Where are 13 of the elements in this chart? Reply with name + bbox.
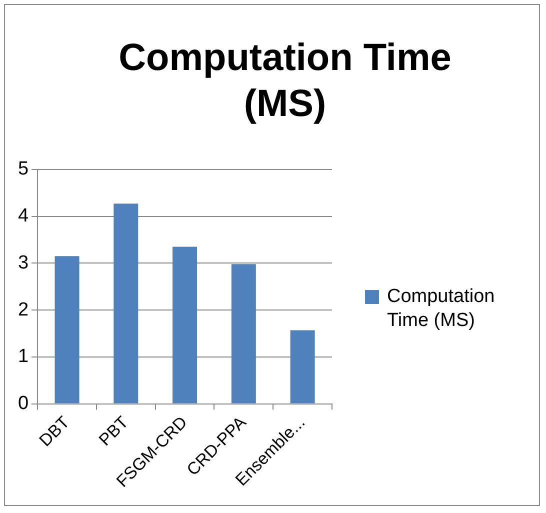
y-tick-label: 0 — [18, 393, 29, 414]
y-tick-label: 4 — [18, 206, 29, 227]
bar — [172, 246, 198, 404]
bar — [114, 204, 138, 404]
y-tick-label: 2 — [18, 299, 29, 320]
legend-label: Computation Time (MS) — [387, 285, 496, 333]
y-tick-label: 3 — [18, 252, 29, 274]
bar — [54, 256, 80, 404]
bar — [231, 264, 256, 404]
bar — [290, 330, 315, 404]
chart-title: Computation Time (MS) — [118, 36, 452, 127]
y-tick-label: 5 — [18, 158, 29, 180]
y-tick-label: 1 — [18, 346, 29, 368]
